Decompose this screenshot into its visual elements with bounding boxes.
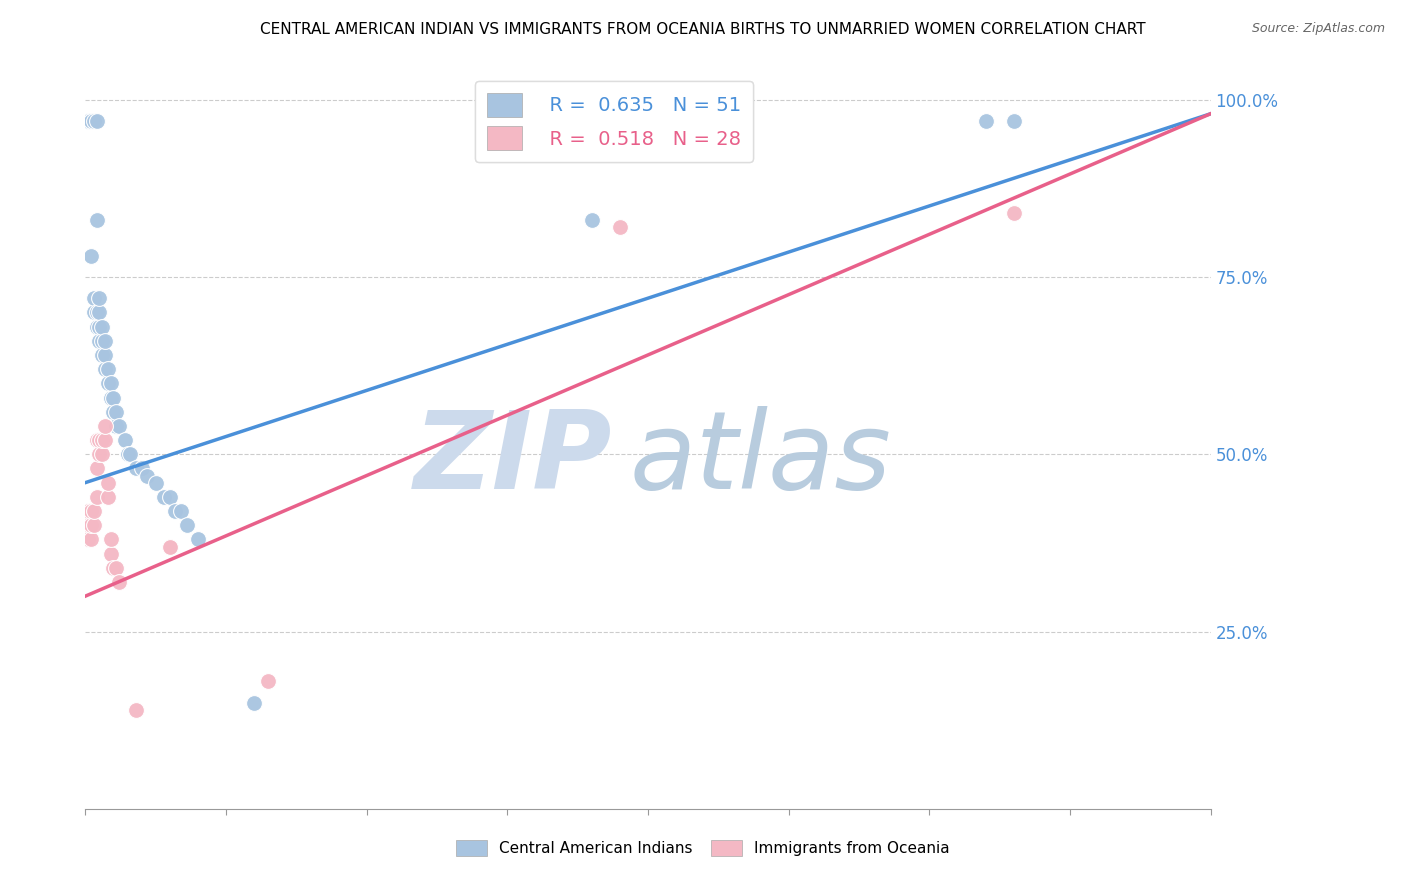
Text: Source: ZipAtlas.com: Source: ZipAtlas.com (1251, 22, 1385, 36)
Point (125, 703, 148, 717)
Point (86, 433, 108, 447)
Point (1002, 113, 1025, 128)
Point (83, 518, 105, 533)
Point (89, 305, 111, 319)
Point (86, 113, 108, 128)
Point (86, 213, 108, 227)
Point (108, 574, 131, 589)
Point (80, 249, 103, 263)
Point (94, 418, 117, 433)
Point (97, 362, 120, 376)
Point (114, 433, 136, 447)
Point (94, 348, 117, 362)
Point (86, 490, 108, 504)
Point (103, 405, 125, 419)
Point (105, 561, 128, 575)
Point (91, 447, 114, 461)
Point (105, 405, 128, 419)
Text: CENTRAL AMERICAN INDIAN VS IMMIGRANTS FROM OCEANIA BIRTHS TO UNMARRIED WOMEN COR: CENTRAL AMERICAN INDIAN VS IMMIGRANTS FR… (260, 22, 1146, 37)
Point (77, 504, 100, 518)
Point (170, 504, 193, 518)
Point (100, 391, 122, 405)
Text: atlas: atlas (630, 407, 891, 511)
Point (165, 504, 187, 518)
Point (77, 518, 100, 533)
Point (91, 334, 114, 348)
Point (80, 518, 103, 533)
Point (80, 113, 103, 128)
Point (131, 461, 153, 475)
Legend:   R =  0.635   N = 51,   R =  0.518   N = 28: R = 0.635 N = 51, R = 0.518 N = 28 (475, 81, 754, 161)
Point (80, 533, 103, 547)
Point (103, 561, 125, 575)
Point (91, 433, 114, 447)
Point (77, 533, 100, 547)
Point (80, 113, 103, 128)
Point (97, 490, 120, 504)
Point (83, 305, 105, 319)
Point (77, 113, 100, 128)
Point (187, 533, 209, 547)
Text: ZIP: ZIP (413, 406, 612, 512)
Point (136, 468, 159, 483)
Point (159, 540, 181, 554)
Point (86, 319, 108, 334)
Point (145, 475, 167, 490)
Point (89, 291, 111, 305)
Point (83, 291, 105, 305)
Point (100, 533, 122, 547)
Point (117, 447, 139, 461)
Point (103, 391, 125, 405)
Point (243, 696, 266, 710)
Point (83, 113, 105, 128)
Point (125, 461, 148, 475)
Point (609, 220, 631, 235)
Point (974, 113, 997, 128)
Point (105, 418, 128, 433)
Point (581, 213, 603, 227)
Point (86, 305, 108, 319)
Point (1002, 206, 1025, 220)
Point (94, 362, 117, 376)
Legend: Central American Indians, Immigrants from Oceania: Central American Indians, Immigrants fro… (450, 834, 956, 862)
Point (86, 461, 108, 475)
Point (97, 376, 120, 391)
Point (100, 547, 122, 561)
Point (108, 418, 131, 433)
Point (176, 518, 198, 533)
Point (153, 490, 176, 504)
Point (80, 504, 103, 518)
Point (91, 319, 114, 334)
Point (89, 319, 111, 334)
Point (89, 447, 111, 461)
Point (91, 348, 114, 362)
Point (89, 433, 111, 447)
Point (94, 334, 117, 348)
Point (159, 540, 181, 554)
Point (257, 674, 280, 689)
Point (97, 475, 120, 490)
Point (100, 376, 122, 391)
Point (159, 490, 181, 504)
Point (83, 504, 105, 518)
Point (89, 334, 111, 348)
Point (94, 433, 117, 447)
Point (120, 447, 142, 461)
